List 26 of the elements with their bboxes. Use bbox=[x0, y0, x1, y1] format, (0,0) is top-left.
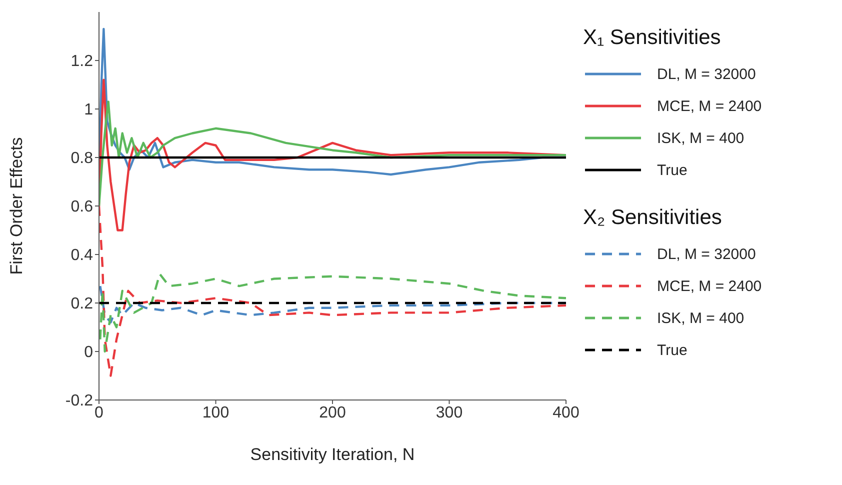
legend-label: MCE, M = 2400 bbox=[657, 278, 762, 294]
legend-label: DL, M = 32000 bbox=[657, 66, 756, 82]
legend-label: DL, M = 32000 bbox=[657, 246, 756, 262]
legend-label: MCE, M = 2400 bbox=[657, 98, 762, 114]
legend-label: True bbox=[657, 162, 688, 178]
y-tick-label: 0.2 bbox=[70, 296, 94, 313]
legend-label: ISK, M = 400 bbox=[657, 310, 744, 326]
x-axis-title: Sensitivity Iteration, N bbox=[250, 445, 415, 464]
legend-label: ISK, M = 400 bbox=[657, 130, 744, 146]
text: X₁ Sensitivities bbox=[583, 26, 722, 50]
line-series bbox=[99, 272, 566, 353]
y-axis-title: First Order Effects bbox=[7, 137, 26, 275]
y-tick-label: -0.2 bbox=[65, 392, 94, 410]
x-tick-label: 200 bbox=[319, 404, 346, 422]
x-tick-label: 300 bbox=[436, 404, 463, 422]
text: X₂ Sensitivities bbox=[583, 206, 723, 230]
x-tick-label: 400 bbox=[552, 404, 580, 422]
legend-label: True bbox=[657, 342, 688, 358]
y-tick-label: 1.2 bbox=[70, 53, 94, 70]
y-tick-label: 0 bbox=[84, 344, 94, 362]
y-tick-label: 1 bbox=[84, 102, 94, 119]
y-tick-label: 0.4 bbox=[70, 247, 94, 264]
y-tick-label: 0.6 bbox=[70, 198, 94, 216]
x-tick-label: 100 bbox=[202, 404, 230, 422]
y-tick-label: 0.8 bbox=[70, 150, 94, 168]
line-series bbox=[99, 100, 566, 208]
